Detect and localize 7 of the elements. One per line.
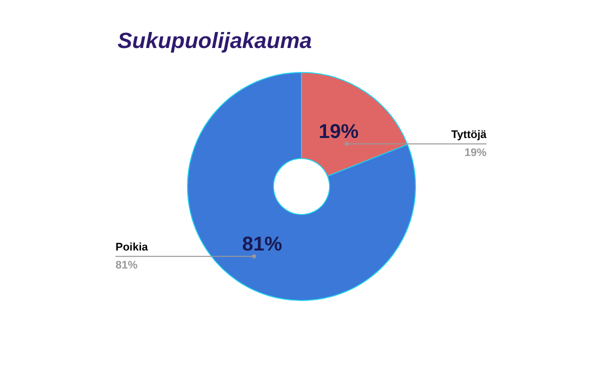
slice-label: Poikia [116,241,149,254]
data-label: 19% [318,120,359,143]
slice-label: Tyttöjä [451,128,488,141]
data-label: 81% [242,233,282,256]
chart-title: Sukupuolijakauma [118,28,312,53]
text: 81% [116,259,138,272]
text: 19% [464,146,487,159]
